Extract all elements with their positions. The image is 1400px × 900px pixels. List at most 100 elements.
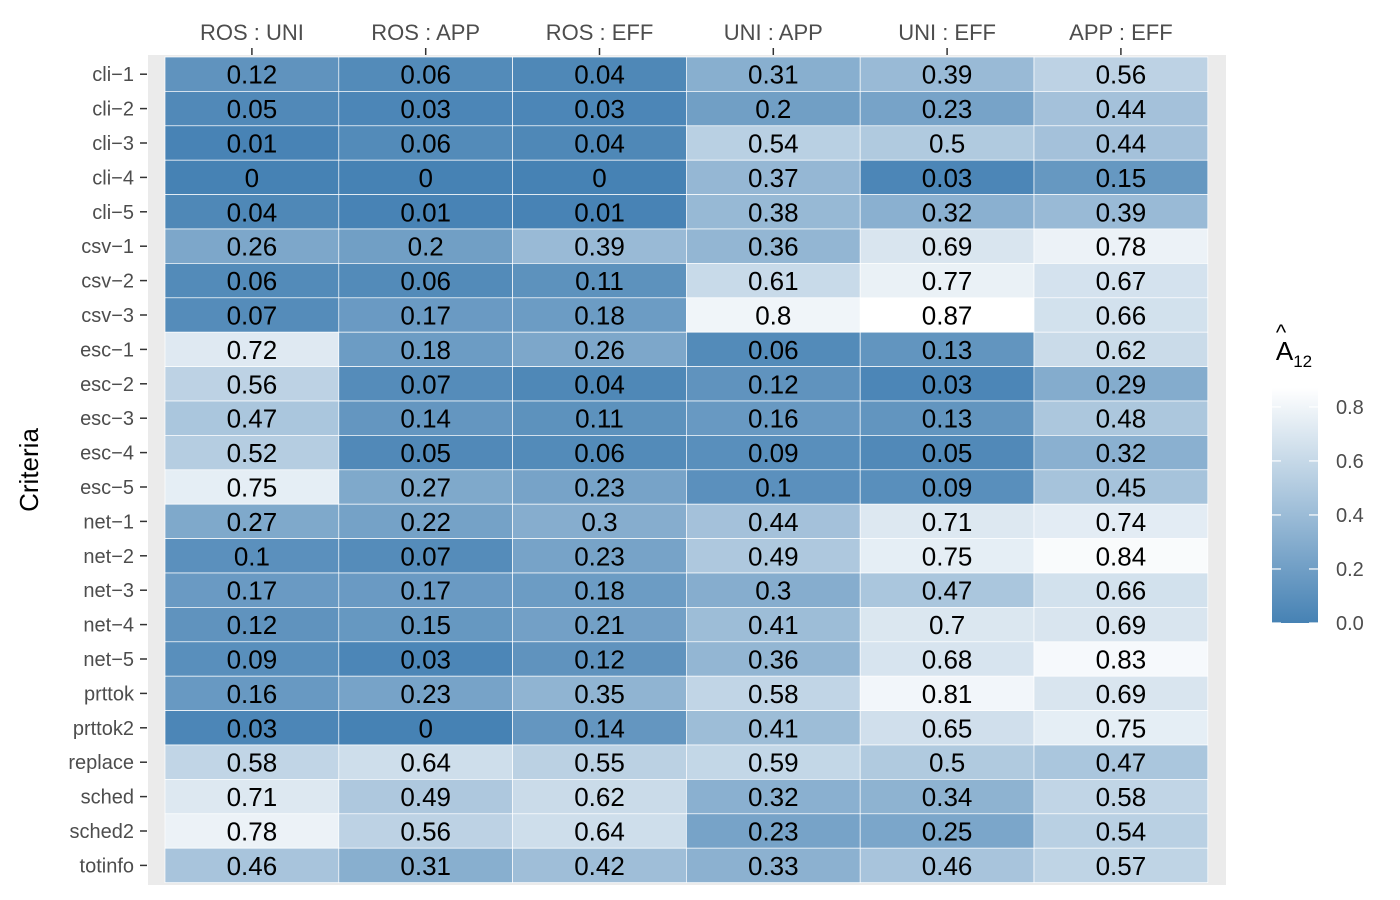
y-tick-label: esc−2: [80, 374, 134, 396]
x-tick-label: APP : EFF: [1069, 20, 1173, 45]
y-axis-title: Criteria: [14, 428, 44, 512]
cell-value-label: 0.66: [1096, 576, 1147, 606]
cells-layer: [164, 56, 1209, 883]
cell-value-label: 0.26: [574, 335, 625, 365]
cell-value-label: 0.18: [400, 335, 451, 365]
cell-value-label: 0.58: [1096, 782, 1147, 812]
cell-value-label: 0.52: [227, 438, 278, 468]
cell-value-label: 0.23: [574, 473, 625, 503]
y-tick-label: cli−3: [92, 133, 134, 155]
cell-value-label: 0.13: [922, 404, 973, 434]
heatmap-cell: [164, 297, 340, 333]
cell-value-label: 0.71: [227, 782, 278, 812]
legend-tick-label: 0.6: [1336, 451, 1364, 473]
cell-value-label: 0.48: [1096, 404, 1147, 434]
cell-value-label: 0.68: [922, 645, 973, 675]
heatmap-cell: [338, 503, 513, 539]
heatmap-cell: [512, 56, 687, 92]
cell-value-label: 0.29: [1096, 369, 1147, 399]
cell-value-label: 0.06: [227, 266, 278, 296]
heatmap-cell: [859, 228, 1035, 264]
x-axis-top: ROS : UNI ROS : APP ROS : EFF UNI : APP UNI …: [200, 20, 1173, 55]
cell-value-label: 0.07: [400, 541, 451, 571]
y-tick-label: net−4: [83, 615, 134, 637]
y-tick-label: prttok: [84, 683, 135, 705]
x-tick-label: UNI : APP: [724, 20, 823, 45]
heatmap-cell: [164, 125, 340, 161]
heatmap-cell: [686, 744, 861, 780]
heatmap-cell: [338, 194, 513, 230]
heatmap-cell: [859, 710, 1035, 746]
cell-value-label: 0.75: [227, 473, 278, 503]
heatmap-cell: [859, 607, 1035, 643]
heatmap-cell: [338, 744, 513, 780]
heatmap-cell: [1033, 572, 1209, 608]
cell-value-label: 0.54: [748, 129, 799, 159]
cell-value-label: 0.39: [922, 60, 973, 90]
cell-value-label: 0.12: [574, 645, 625, 675]
cell-value-label: 0.49: [400, 782, 451, 812]
heatmap-cell: [1033, 641, 1209, 677]
heatmap-cell: [1033, 263, 1209, 299]
heatmap-cell: [1033, 847, 1209, 883]
cell-value-label: 0.39: [574, 232, 625, 262]
cell-value-label: 0.8: [755, 301, 791, 331]
cell-value-label: 0.37: [748, 163, 799, 193]
legend-title-hat: ^: [1276, 320, 1287, 345]
x-tick-label: ROS : UNI: [200, 20, 304, 45]
heatmap-cell: [164, 538, 340, 574]
cell-value-label: 0.64: [574, 817, 625, 847]
cell-value-label: 0.59: [748, 748, 799, 778]
cell-value-label: 0.16: [227, 679, 278, 709]
cell-value-label: 0.46: [922, 851, 973, 881]
heatmap-cell: [1033, 91, 1209, 127]
cell-value-label: 0.03: [400, 94, 451, 124]
heatmap-cell: [1033, 194, 1209, 230]
cell-value-label: 0.61: [748, 266, 799, 296]
cell-value-label: 0.74: [1096, 507, 1147, 537]
cell-value-label: 0.38: [748, 197, 799, 227]
cell-value-label: 0.01: [574, 197, 625, 227]
cell-value-label: 0: [418, 713, 432, 743]
cell-value-label: 0.27: [400, 473, 451, 503]
heatmap-cell: [512, 331, 687, 367]
heatmap-cell: [338, 469, 513, 505]
heatmap-cell: [512, 744, 687, 780]
cell-value-label: 0.78: [1096, 232, 1147, 262]
cell-value-label: 0.65: [922, 713, 973, 743]
cell-value-label: 0.05: [922, 438, 973, 468]
heatmap-cell: [512, 400, 687, 436]
cell-value-label: 0.17: [400, 301, 451, 331]
cell-value-label: 0.17: [400, 576, 451, 606]
y-tick-label: esc−1: [80, 339, 134, 361]
cell-value-label: 0.56: [1096, 60, 1147, 90]
cell-value-label: 0.47: [1096, 748, 1147, 778]
y-tick-label: net−1: [83, 511, 134, 533]
y-tick-label: esc−3: [80, 408, 134, 430]
legend-ticks: 0.0 0.2 0.4 0.6 0.8: [1272, 397, 1364, 635]
heatmap-cell: [686, 297, 861, 333]
y-tick-label: esc−4: [80, 443, 134, 465]
heatmap-cell: [686, 366, 861, 402]
cell-value-label: 0.11: [575, 404, 624, 434]
heatmap-cell: [164, 228, 340, 264]
heatmap-cell: [338, 297, 513, 333]
cell-value-label: 0.2: [408, 232, 444, 262]
y-tick-label: csv−2: [81, 271, 134, 293]
cell-value-label: 0.87: [922, 301, 973, 331]
heatmap-cell: [164, 813, 340, 849]
heatmap-cell: [512, 125, 687, 161]
y-tick-label: cli−5: [92, 202, 134, 224]
y-tick-label: cli−1: [92, 64, 134, 86]
y-tick-label: prttok2: [73, 718, 134, 740]
heatmap-cell: [338, 56, 513, 92]
heatmap-cell: [859, 159, 1035, 195]
heatmap-cell: [859, 194, 1035, 230]
cell-value-label: 0.07: [227, 301, 278, 331]
cell-value-label: 0.03: [922, 163, 973, 193]
cell-value-label: 0.05: [400, 438, 451, 468]
cell-value-label: 0.3: [755, 576, 791, 606]
heatmap-cell: [859, 847, 1035, 883]
